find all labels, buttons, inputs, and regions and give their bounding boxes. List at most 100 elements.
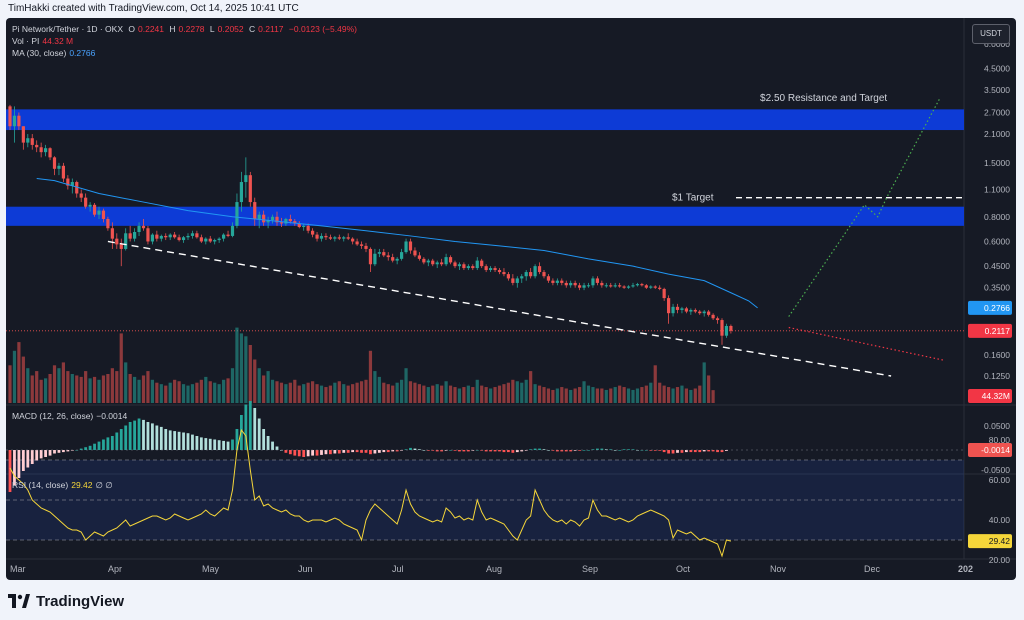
ma-legend[interactable]: MA (30, close) 0.2766 — [12, 48, 98, 58]
chart-canvas[interactable]: $2.50 Resistance and Target $1 Target 6.00… — [6, 18, 1016, 580]
rsi-extra: ∅ ∅ — [95, 480, 113, 490]
volume-bar — [684, 388, 688, 403]
macd-bar — [57, 450, 61, 453]
candle-body — [644, 285, 648, 288]
macd-bar — [649, 450, 653, 451]
candle-body — [377, 252, 381, 254]
volume-bar — [190, 384, 195, 403]
candle-body — [506, 274, 510, 279]
macd-bar — [177, 431, 181, 450]
currency-button[interactable]: USDT — [972, 24, 1010, 44]
macd-bar — [609, 449, 613, 450]
candle-body — [640, 284, 644, 286]
candle-body — [155, 234, 159, 239]
candle-body — [333, 237, 337, 239]
candle-body — [555, 280, 559, 283]
volume-bar — [533, 384, 537, 403]
volume-bar — [524, 379, 528, 403]
volume-bar — [555, 388, 559, 403]
macd-bar — [106, 437, 110, 450]
volume-bar — [373, 371, 377, 403]
price-tick-label: 0.3500 — [984, 283, 1010, 293]
volume-bar — [230, 368, 235, 403]
macd-bar — [8, 450, 12, 492]
footer-brand[interactable]: TradingView — [8, 590, 124, 612]
close-price-badge: 0.2117 — [985, 326, 1011, 336]
rsi-legend[interactable]: RSI (14, close) 29.42 ∅ ∅ — [12, 480, 116, 491]
macd-bar — [39, 450, 43, 459]
candle-body — [186, 235, 190, 238]
candle-body — [101, 210, 106, 219]
macd-bar — [128, 422, 132, 450]
volume-bar — [119, 333, 123, 403]
volume-bar — [444, 381, 448, 403]
candle-body — [66, 178, 70, 186]
candle-body — [208, 238, 212, 242]
volume-bar — [658, 382, 662, 403]
candle-body — [306, 225, 310, 231]
high-value: 0.2278 — [178, 24, 205, 34]
candle-body — [315, 234, 319, 239]
volume-bar — [440, 385, 444, 403]
volume-bar — [355, 382, 359, 403]
volume-bar — [564, 388, 568, 403]
candle-body — [337, 237, 341, 239]
candle-body — [609, 285, 613, 287]
candle-body — [484, 266, 488, 271]
volume-bar — [181, 384, 186, 403]
macd-bar — [44, 450, 47, 457]
volume-bar — [489, 388, 493, 403]
macd-bar — [373, 450, 377, 454]
caption-bar: TimHakki created with TradingView.com, O… — [0, 0, 1024, 18]
candle-body — [417, 255, 421, 259]
volume-bar — [667, 387, 671, 403]
time-tick-label: Jul — [392, 564, 404, 574]
volume-bar — [359, 381, 364, 403]
candle-body — [21, 126, 25, 143]
macd-bar — [364, 450, 368, 453]
macd-bar — [564, 450, 568, 452]
macd-bar — [676, 450, 679, 453]
volume-bar — [204, 376, 208, 403]
volume-bar — [30, 375, 34, 403]
candle-body — [297, 223, 301, 228]
candle-body — [702, 311, 706, 314]
volume-bar — [324, 387, 328, 403]
candle-body — [244, 175, 248, 183]
macd-bar — [622, 449, 626, 450]
volume-bar — [675, 387, 680, 403]
volume-bar — [248, 345, 252, 403]
macd-bar — [631, 449, 635, 450]
candle-body — [537, 266, 542, 273]
candle-body — [698, 311, 702, 314]
macd-bar — [440, 450, 444, 452]
symbol-label[interactable]: Pi Network/Tether · 1D · OKX — [12, 24, 124, 34]
volume-bar — [35, 371, 39, 403]
candle-body — [92, 204, 97, 215]
macd-tick-label: 0.0500 — [984, 421, 1010, 431]
volume-bar — [711, 390, 715, 403]
macd-bar — [311, 450, 314, 456]
candle-body — [368, 248, 373, 265]
candle-body — [466, 266, 470, 269]
volume-bar — [173, 379, 177, 403]
volume-bar — [262, 375, 266, 403]
macd-bar — [320, 450, 323, 455]
candle-body — [44, 148, 48, 153]
volume-bar — [244, 336, 248, 403]
macd-bar — [444, 450, 448, 451]
candle-body — [724, 325, 729, 336]
volume-legend[interactable]: Vol · PI 44.32 M — [12, 36, 76, 46]
candle-body — [382, 252, 386, 256]
macd-legend[interactable]: MACD (12, 26, close) −0.0014 — [12, 411, 130, 421]
chart-panel[interactable]: $2.50 Resistance and Target $1 Target 6.00… — [6, 18, 1016, 580]
volume-bar — [377, 376, 381, 403]
macd-bar — [288, 450, 292, 455]
macd-bar — [502, 450, 506, 453]
candle-body — [359, 244, 364, 246]
candle-body — [204, 238, 208, 242]
price-tick-label: 0.8000 — [984, 212, 1010, 222]
macd-bar — [17, 450, 21, 478]
volume-bar — [328, 385, 332, 403]
volume-bar — [680, 385, 684, 403]
